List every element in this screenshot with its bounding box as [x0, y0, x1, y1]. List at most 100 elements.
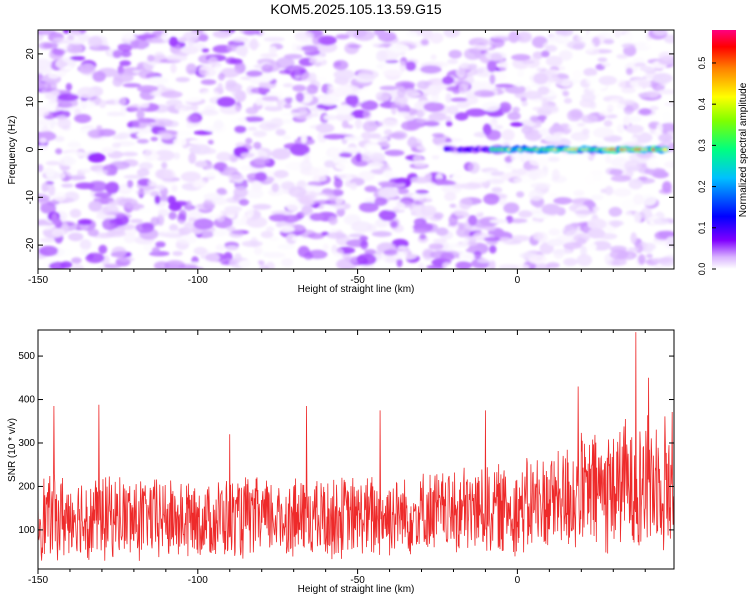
heatmap-cell	[212, 30, 232, 39]
heatmap-cell	[355, 152, 362, 163]
heatmap-cell	[592, 206, 600, 212]
heatmap-cell	[601, 62, 611, 68]
heatmap-cell	[271, 148, 291, 160]
heatmap-cell	[538, 128, 552, 136]
heatmap-cell	[186, 114, 200, 124]
heatmap-cell	[261, 96, 282, 102]
heatmap-cell	[153, 149, 175, 161]
heatmap-cell	[39, 237, 56, 243]
heatmap-cell	[218, 73, 225, 81]
heatmap-cell	[516, 191, 525, 198]
heatmap-cell	[266, 91, 279, 97]
heatmap-cell	[198, 33, 209, 42]
heatmap-cell	[255, 98, 263, 106]
heatmap-cell	[63, 191, 80, 203]
heatmap-cell	[447, 58, 459, 65]
heatmap-cell	[118, 198, 138, 208]
heatmap-cell	[616, 54, 629, 59]
heatmap-cell	[547, 156, 560, 162]
heatmap-cell	[488, 260, 496, 269]
heatmap-cell	[498, 102, 512, 113]
heatmap-cell	[40, 195, 49, 202]
heatmap-cell	[123, 233, 136, 244]
y-tick-label: -10	[25, 190, 36, 205]
heatmap-cell	[220, 210, 240, 215]
heatmap-cell	[261, 63, 273, 74]
heatmap-cell	[413, 162, 428, 168]
heatmap-cell	[344, 42, 360, 55]
heatmap-cell	[61, 165, 71, 171]
snr-x-axis-label: Height of straight line (km)	[298, 584, 415, 595]
heatmap-cell	[467, 162, 480, 174]
heatmap-cell	[515, 31, 532, 43]
heatmap-cell	[511, 159, 524, 170]
heatmap-cell	[330, 189, 344, 197]
heatmap-cell	[56, 67, 67, 78]
heatmap-cell	[112, 50, 122, 58]
heatmap-cell	[580, 245, 587, 257]
spectrogram-y-axis-label: Frequency (Hz)	[7, 116, 18, 185]
heatmap-cell	[301, 205, 313, 216]
heatmap-cell	[326, 75, 334, 85]
heatmap-cell	[147, 54, 155, 62]
heatmap-cell	[503, 202, 520, 214]
heatmap-cell	[246, 70, 263, 77]
heatmap-cell	[182, 31, 200, 42]
heatmap-cell	[346, 124, 354, 129]
heatmap-cell	[57, 247, 75, 257]
heatmap-cell	[638, 254, 646, 265]
heatmap-cell	[454, 211, 469, 216]
heatmap-cell	[168, 211, 177, 220]
heatmap-cell	[227, 174, 245, 181]
heatmap-cell	[38, 58, 52, 69]
heatmap-cell	[592, 127, 614, 139]
heatmap-cell	[375, 218, 389, 228]
heatmap-cell	[203, 192, 224, 201]
heatmap-cell	[448, 214, 458, 227]
heatmap-cell	[335, 112, 355, 122]
heatmap-cell	[136, 109, 145, 120]
heatmap-cell	[313, 199, 332, 205]
heatmap-cell	[377, 119, 399, 128]
heatmap-cell	[456, 101, 470, 109]
heatmap-cell	[94, 192, 112, 198]
heatmap-cell	[217, 189, 228, 196]
heatmap-cell	[483, 193, 500, 205]
heatmap-cell	[232, 90, 241, 98]
heatmap-cell	[652, 170, 669, 179]
heatmap-cell	[627, 247, 639, 252]
heatmap-cell	[88, 200, 103, 212]
colorbar: 0.0 0.1 0.2 0.3 0.4 0.5 Normalized spectral a…	[697, 30, 749, 275]
heatmap-cell	[512, 106, 520, 113]
heatmap-cell	[80, 248, 89, 256]
heatmap-cell	[51, 212, 58, 225]
heatmap-cell	[511, 54, 531, 61]
heatmap-cell	[63, 65, 72, 71]
heatmap-cell	[474, 89, 494, 98]
heatmap-cell	[420, 205, 437, 217]
heatmap-cell	[114, 96, 127, 107]
heatmap-cell	[347, 44, 362, 49]
heatmap-cell	[262, 32, 271, 38]
heatmap-cell	[429, 96, 441, 103]
heatmap-cell	[382, 63, 402, 70]
heatmap-cell	[521, 100, 528, 107]
heatmap-cell	[57, 117, 71, 130]
heatmap-cell	[158, 233, 180, 238]
heatmap-cell	[185, 63, 197, 75]
heatmap-cell	[454, 112, 469, 121]
heatmap-cell	[651, 247, 668, 259]
heatmap-cell	[397, 245, 407, 250]
heatmap-cell	[275, 129, 286, 136]
heatmap-cell	[646, 253, 653, 259]
heatmap-cell	[136, 168, 150, 177]
heatmap-cell	[116, 141, 136, 147]
heatmap-cell	[638, 108, 652, 116]
heatmap-cell	[351, 221, 373, 233]
heatmap-cell	[167, 195, 176, 204]
heatmap-cell	[135, 222, 155, 234]
heatmap-cell	[271, 183, 279, 193]
heatmap-cell	[377, 137, 389, 142]
